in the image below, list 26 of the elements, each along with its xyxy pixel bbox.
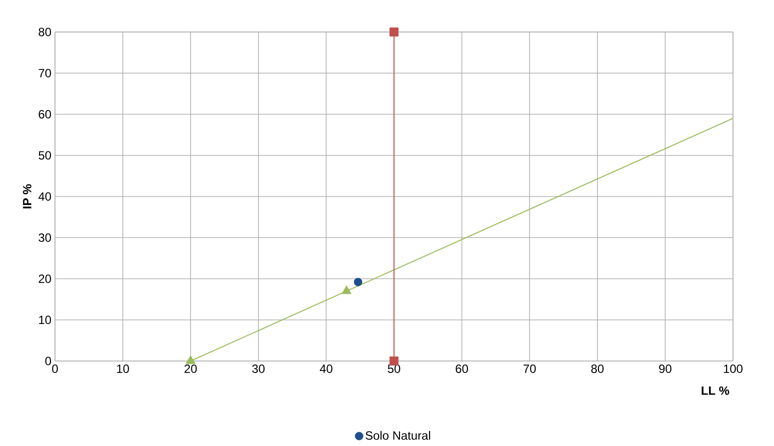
x-tick-label: 80	[591, 364, 604, 373]
y-tick-label: 50	[38, 151, 52, 160]
x-tick-label: 90	[659, 364, 672, 373]
y-tick-label: 10	[39, 316, 52, 324]
x-tick-label: 0	[52, 364, 58, 373]
y-tick-label: 80	[38, 28, 52, 36]
point	[354, 278, 362, 286]
x-tick-label: 40	[320, 364, 332, 373]
x-tick-label: 20	[184, 364, 197, 373]
y-tick-label: 0	[45, 356, 52, 366]
x-tick-label: 100	[724, 364, 743, 373]
x-tick-label: 70	[524, 364, 536, 373]
y-tick-label: 20	[38, 274, 52, 283]
point	[342, 285, 352, 294]
x-tick-label: 30	[252, 364, 265, 373]
legend-label: Solo Natural	[366, 430, 430, 440]
y-axis-title: IP %	[22, 184, 32, 208]
y-tick-label: 40	[38, 192, 52, 201]
y-tick-label: 60	[38, 110, 52, 118]
x-tick-label: 60	[456, 364, 468, 373]
y-tick-label: 70	[38, 68, 52, 78]
point	[390, 28, 398, 36]
point	[186, 355, 196, 364]
x-tick-label: 10	[117, 364, 129, 373]
x-axis-title: LL %	[702, 386, 730, 395]
y-tick-label: 30	[38, 233, 52, 242]
